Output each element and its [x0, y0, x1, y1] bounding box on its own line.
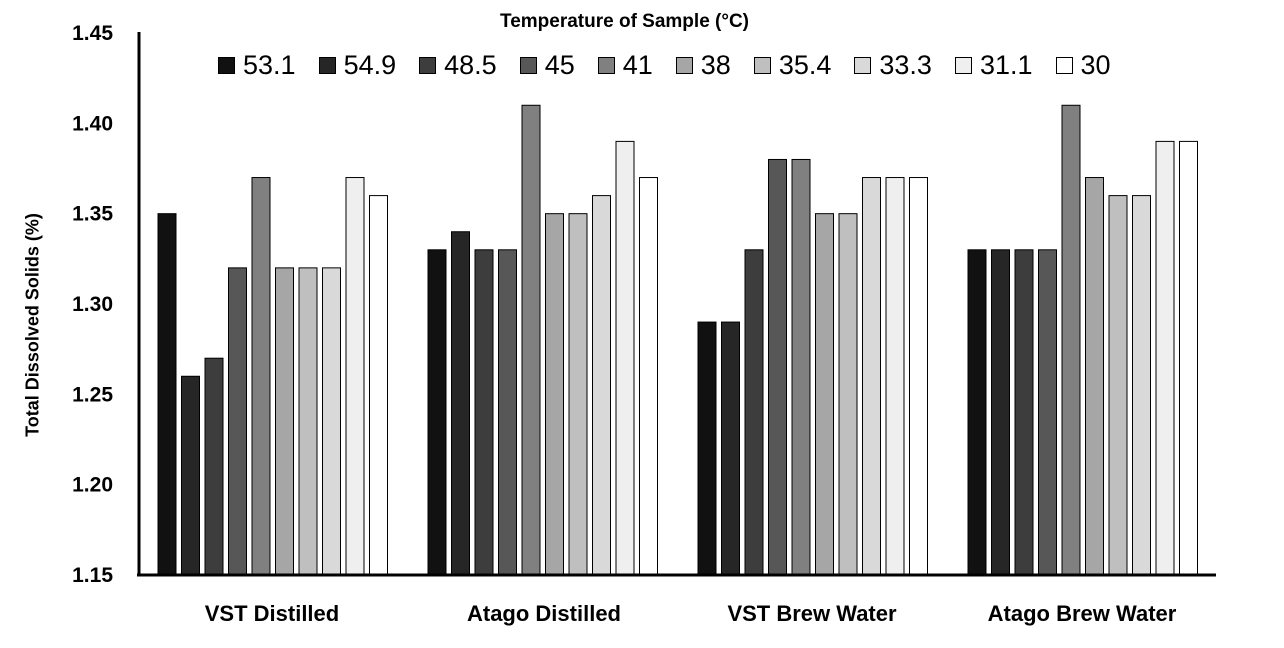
y-tick-label: 1.40: [72, 112, 113, 135]
legend-item: 45: [519, 50, 598, 81]
legend-item: 30: [1055, 50, 1134, 81]
legend-item: 41: [597, 50, 676, 81]
legend-swatch: [597, 57, 615, 74]
y-tick-label: 1.45: [72, 22, 113, 45]
bar: [181, 375, 200, 576]
y-tick-label: 1.25: [72, 383, 113, 406]
legend-swatch: [419, 57, 437, 74]
category-labels: VST Distilled Atago Distilled VST Brew Wat…: [205, 601, 1177, 626]
y-tick-label: 1.30: [72, 293, 113, 316]
bar: [157, 213, 177, 576]
legend-label: 53.1: [243, 50, 296, 80]
y-tick-label: 1.20: [72, 474, 113, 497]
bar: [345, 177, 365, 576]
x-category-label: Atago Distilled: [467, 601, 621, 626]
legend: 53.1 54.9 48.5 45 41 38 35.4 33.3 31.1 30: [218, 50, 1134, 81]
bar: [721, 321, 740, 576]
bar: [1108, 195, 1128, 576]
bar: [1038, 249, 1057, 576]
bar: [885, 177, 905, 576]
bar: [815, 213, 834, 576]
legend-swatch: [954, 57, 972, 74]
legend-item: 31.1: [954, 50, 1056, 81]
bars-layer: [157, 104, 1198, 576]
bar: [1085, 177, 1104, 576]
bar: [451, 231, 470, 576]
bar: [697, 321, 717, 576]
bar: [1155, 140, 1175, 576]
bar: [1132, 195, 1151, 576]
y-tick-label: 1.35: [72, 203, 113, 226]
legend-label: 35.4: [778, 50, 832, 80]
bar: [204, 357, 224, 576]
bar: [991, 249, 1010, 576]
bar: [744, 249, 764, 576]
y-axis-ticks: 1.15 1.20 1.25 1.30 1.35 1.40 1.45: [72, 22, 113, 587]
bar: [967, 249, 987, 576]
y-axis-label: Total Dissolved Solids (%): [22, 213, 43, 437]
legend-title: Temperature of Sample (°C): [500, 11, 750, 32]
bar: [427, 249, 447, 576]
bar: [545, 213, 564, 576]
x-category-label: VST Distilled: [205, 601, 339, 626]
bar: [615, 140, 635, 576]
legend-item: 38: [675, 50, 754, 81]
legend-item: 48.5: [419, 50, 520, 81]
bar: [474, 249, 494, 576]
bar: [791, 158, 811, 576]
bar: [275, 267, 294, 576]
bar: [838, 213, 858, 576]
legend-label: 31.1: [979, 50, 1033, 80]
legend-swatch: [1055, 57, 1073, 74]
x-category-label: VST Brew Water: [727, 601, 897, 626]
bar: [322, 267, 341, 576]
bar: [1061, 104, 1081, 576]
bar: [768, 158, 787, 576]
legend-swatch: [519, 57, 537, 74]
legend-swatch: [218, 57, 235, 74]
legend-label: 54.9: [343, 50, 397, 80]
legend-item: 35.4: [753, 50, 855, 81]
legend-item: 54.9: [318, 50, 420, 81]
legend-item: 53.1: [218, 50, 319, 81]
legend-label: 33.3: [879, 50, 932, 80]
bar: [251, 177, 271, 576]
legend-label: 38: [700, 50, 731, 80]
legend-label: 41: [622, 50, 653, 80]
legend-swatch: [753, 57, 771, 74]
bar: [1014, 249, 1034, 576]
bar: [498, 249, 517, 576]
legend-label: 48.5: [444, 50, 497, 80]
bar: [369, 195, 388, 576]
legend-swatch: [854, 57, 872, 74]
x-category-label: Atago Brew Water: [988, 601, 1177, 626]
bar: [592, 195, 611, 576]
legend-item: 33.3: [854, 50, 955, 81]
legend-swatch: [675, 57, 693, 74]
bar: [568, 213, 588, 576]
bar: [521, 104, 541, 576]
bar: [228, 267, 247, 576]
bar: [862, 177, 881, 576]
y-tick-label: 1.15: [72, 564, 113, 587]
bar: [639, 177, 658, 576]
bar: [298, 267, 318, 576]
bar: [1179, 140, 1198, 576]
legend-label: 30: [1080, 50, 1111, 80]
legend-label: 45: [544, 50, 575, 80]
legend-swatch: [318, 57, 336, 74]
bar: [909, 177, 928, 576]
